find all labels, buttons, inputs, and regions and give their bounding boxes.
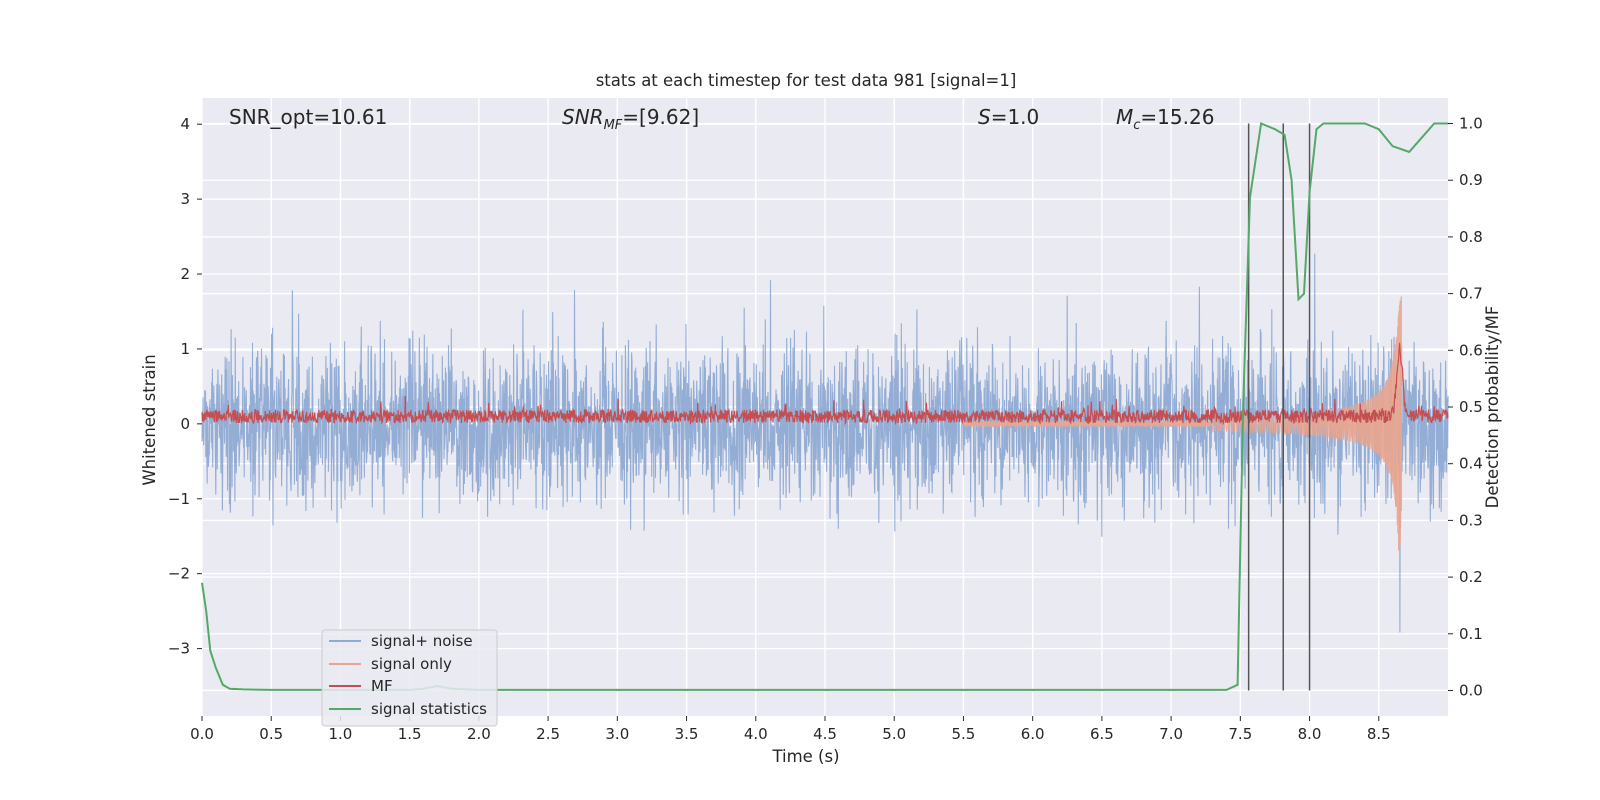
mf-line	[201, 342, 1449, 426]
y-tick-label-right: 0.2	[1459, 568, 1483, 586]
annotation-snr-mf-main: SNR	[562, 105, 604, 129]
legend-label-signal-only: signal only	[371, 655, 452, 673]
y-tick-label-right: 0.0	[1459, 681, 1483, 699]
annotation-mc-value: =15.26	[1140, 105, 1214, 129]
x-tick-label: 6.5	[1090, 725, 1114, 743]
y-tick-label-right: 0.9	[1459, 171, 1483, 189]
x-tick-label: 8.0	[1298, 725, 1322, 743]
y-tick-label-right: 0.7	[1459, 285, 1483, 303]
y-tick-label-right: 0.3	[1459, 511, 1483, 529]
annotation-s: S=1.0	[978, 105, 1039, 129]
signal-only-line	[962, 296, 1403, 551]
annotation-snr-mf-value: =[9.62]	[622, 105, 699, 129]
x-tick-label: 7.0	[1159, 725, 1183, 743]
y-tick-label-right: 0.8	[1459, 228, 1483, 246]
x-axis-label: Time (s)	[771, 747, 839, 766]
x-tick-label: 1.5	[398, 725, 422, 743]
annotation-s-main: S	[978, 105, 991, 129]
annotation-mc-sub: c	[1133, 118, 1140, 133]
x-tick-label: 2.5	[536, 725, 560, 743]
legend-label-mf: MF	[371, 677, 393, 695]
annotation-snr-opt: SNR_opt=10.61	[229, 105, 387, 129]
series-signal-only	[962, 296, 1403, 551]
x-tick-label: 7.5	[1228, 725, 1252, 743]
series-mf	[201, 342, 1449, 426]
signal-statistics-line	[201, 122, 1448, 691]
x-tick-label: 3.5	[675, 725, 699, 743]
x-tick-label: 2.0	[467, 725, 491, 743]
chart-title: stats at each timestep for test data 981…	[596, 71, 1017, 90]
annotation-s-value: =1.0	[991, 105, 1040, 129]
annotation-mc: Mc=15.26	[1116, 105, 1214, 133]
y-tick-label: −1	[168, 490, 190, 508]
y-tick-label: 1	[180, 340, 190, 358]
y-tick-label-right: 0.6	[1459, 341, 1483, 359]
x-tick-label: 4.0	[744, 725, 768, 743]
y-axis-label-left: Whitened strain	[140, 354, 159, 485]
y-tick-label-right: 0.5	[1459, 398, 1483, 416]
series-signal-statistics	[201, 122, 1448, 691]
y-tick-label-right: 0.1	[1459, 625, 1483, 643]
annotation-snr-mf-sub: MF	[604, 118, 623, 133]
annotation-mc-main: M	[1116, 105, 1133, 129]
y-tick-label: 2	[180, 265, 190, 283]
x-tick-label: 8.5	[1367, 725, 1391, 743]
x-tick-label: 3.0	[605, 725, 629, 743]
legend-label-signal-statistics: signal statistics	[371, 700, 487, 718]
x-tick-label: 5.0	[882, 725, 906, 743]
y-tick-label: 3	[180, 190, 190, 208]
y-tick-label-right: 0.4	[1459, 455, 1483, 473]
legend-label-signal-noise: signal+ noise	[371, 632, 473, 650]
y-tick-label-right: 1.0	[1459, 115, 1483, 133]
y-tick-label: −3	[168, 640, 190, 658]
y-tick-label: 4	[180, 115, 190, 133]
x-tick-label: 0.5	[259, 725, 283, 743]
y-tick-label: 0	[180, 415, 190, 433]
legend-box	[321, 629, 498, 727]
x-tick-label: 0.0	[190, 725, 214, 743]
legend: signal+ noise signal only MF signal stat…	[321, 629, 498, 727]
x-tick-label: 1.0	[329, 725, 353, 743]
y-tick-label: −2	[168, 565, 190, 583]
x-tick-label: 5.5	[952, 725, 976, 743]
y-axis-label-right: Detection probability/MF	[1483, 306, 1502, 509]
axis-ticks: 0.0 0.5 1.0 1.5 2.0 2.5 3.0 3.5 4.0 4.5 5.0 5.5 6.0 6…	[168, 115, 1483, 743]
x-tick-label: 4.5	[813, 725, 837, 743]
annotation-snr-mf: SNRMF=[9.62]	[562, 105, 699, 133]
x-tick-label: 6.0	[1021, 725, 1045, 743]
